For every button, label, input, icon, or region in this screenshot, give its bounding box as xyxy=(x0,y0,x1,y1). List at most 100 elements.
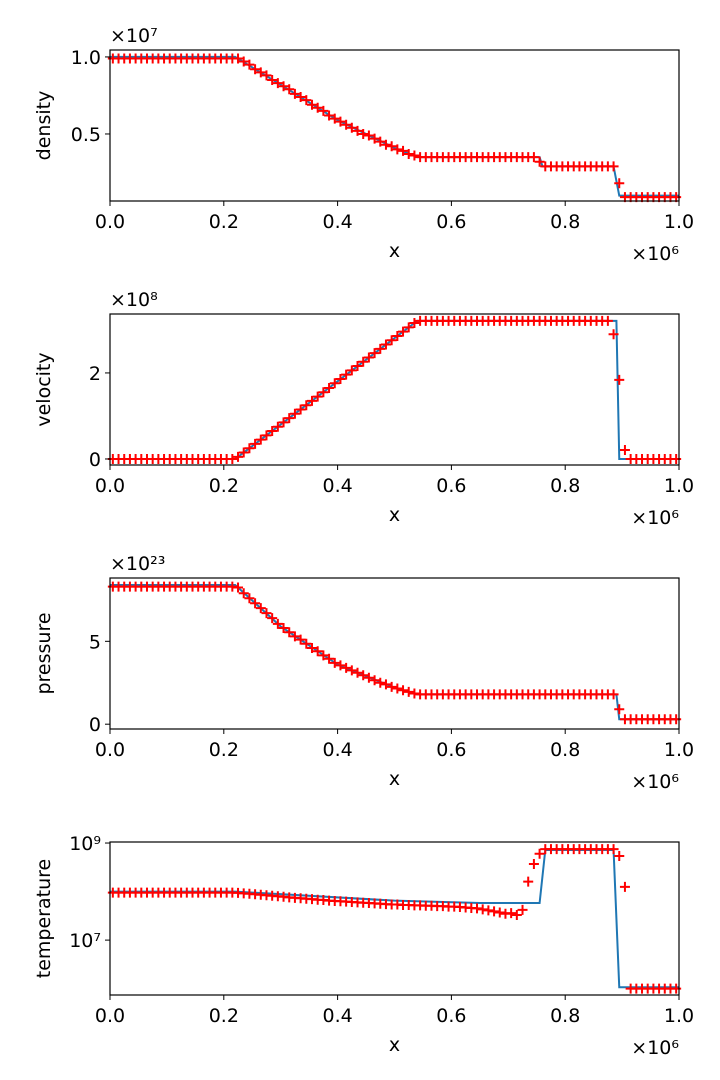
marker xyxy=(267,613,278,624)
marker xyxy=(284,413,295,424)
marker xyxy=(341,369,352,380)
marker xyxy=(614,178,625,189)
marker xyxy=(312,102,323,113)
y-tick-label: 10⁷ xyxy=(69,930,101,952)
marker xyxy=(278,623,289,634)
x-tick-label: 0.8 xyxy=(550,739,580,761)
marker xyxy=(614,851,625,862)
axes-frame xyxy=(109,841,680,996)
marker xyxy=(608,844,619,855)
marker xyxy=(233,451,244,462)
marker xyxy=(358,356,369,367)
x-tick-label: 1.0 xyxy=(664,211,694,233)
line xyxy=(110,583,679,721)
marker xyxy=(244,443,255,454)
marker xyxy=(335,373,346,384)
marker xyxy=(380,139,391,150)
marker xyxy=(671,714,682,725)
marker xyxy=(671,983,682,994)
y-tick-label: 0 xyxy=(89,714,101,736)
x-tick-label: 0.6 xyxy=(436,1005,466,1027)
marker xyxy=(398,685,409,696)
marker xyxy=(278,81,289,92)
marker xyxy=(386,681,397,692)
subplot: 0.0 0.2 0.4 0.6 0.8 1.0 10⁷ 10⁹ x temperature ×10⁶ xyxy=(33,833,694,1059)
marker xyxy=(358,128,369,139)
marker xyxy=(244,59,255,70)
marker xyxy=(329,657,340,668)
marker xyxy=(306,99,317,110)
x-offset-label: ×10⁶ xyxy=(631,507,679,529)
line xyxy=(110,319,679,460)
marker xyxy=(238,447,249,458)
x-tick-label: 0.8 xyxy=(550,475,580,497)
marker xyxy=(352,125,363,136)
x-axis-label: x xyxy=(389,240,400,262)
marker xyxy=(324,110,335,121)
marker xyxy=(386,335,397,346)
x-tick-label: 1.0 xyxy=(664,1005,694,1027)
x-tick-label: 0.2 xyxy=(209,211,239,233)
marker xyxy=(255,434,266,445)
x-tick-label: 0.4 xyxy=(322,211,352,233)
y-offset-label: ×10²³ xyxy=(110,553,165,575)
axes-frame xyxy=(109,49,680,202)
marker xyxy=(233,53,244,64)
marker xyxy=(392,330,403,341)
marker xyxy=(284,84,295,95)
y-tick-label: 5 xyxy=(89,631,101,653)
x-tick-label: 0.0 xyxy=(95,211,125,233)
marker xyxy=(517,904,528,915)
marker xyxy=(534,848,545,859)
marker xyxy=(352,361,363,372)
marker xyxy=(375,677,386,688)
marker xyxy=(403,322,414,333)
marker xyxy=(238,588,249,599)
marker xyxy=(295,634,306,645)
marker xyxy=(301,638,312,649)
marker xyxy=(255,603,266,614)
x-tick-label: 0.8 xyxy=(550,1005,580,1027)
marker xyxy=(363,130,374,141)
marker xyxy=(295,91,306,102)
marker xyxy=(335,660,346,671)
marker xyxy=(483,905,494,916)
marker xyxy=(403,149,414,160)
marker xyxy=(380,339,391,350)
marker xyxy=(363,672,374,683)
marker xyxy=(244,593,255,604)
marker xyxy=(363,352,374,363)
marker xyxy=(671,453,682,464)
marker xyxy=(341,119,352,130)
marker xyxy=(324,382,335,393)
marker xyxy=(329,378,340,389)
line xyxy=(110,848,679,989)
x-tick-label: 1.0 xyxy=(664,475,694,497)
marker xyxy=(341,662,352,673)
marker xyxy=(324,653,335,664)
marker xyxy=(489,906,500,917)
marker xyxy=(386,141,397,152)
marker xyxy=(369,675,380,686)
marker xyxy=(608,329,619,340)
x-tick-label: 0.4 xyxy=(322,739,352,761)
marker xyxy=(318,387,329,398)
marker xyxy=(255,67,266,78)
plot-area xyxy=(110,583,679,721)
marker xyxy=(398,326,409,337)
marker xyxy=(602,315,613,326)
marker xyxy=(289,88,300,99)
marker xyxy=(369,348,380,359)
x-tick-label: 0.2 xyxy=(209,739,239,761)
x-tick-label: 0.2 xyxy=(209,1005,239,1027)
y-axis-label: temperature xyxy=(33,859,55,978)
marker xyxy=(289,408,300,419)
x-tick-label: 0.8 xyxy=(550,211,580,233)
y-axis-label: density xyxy=(33,91,55,161)
marker xyxy=(511,909,522,920)
y-axis-label: velocity xyxy=(33,352,55,426)
marker xyxy=(528,858,539,869)
marker xyxy=(608,161,619,172)
x-axis-label: x xyxy=(389,1034,400,1056)
marker xyxy=(318,650,329,661)
